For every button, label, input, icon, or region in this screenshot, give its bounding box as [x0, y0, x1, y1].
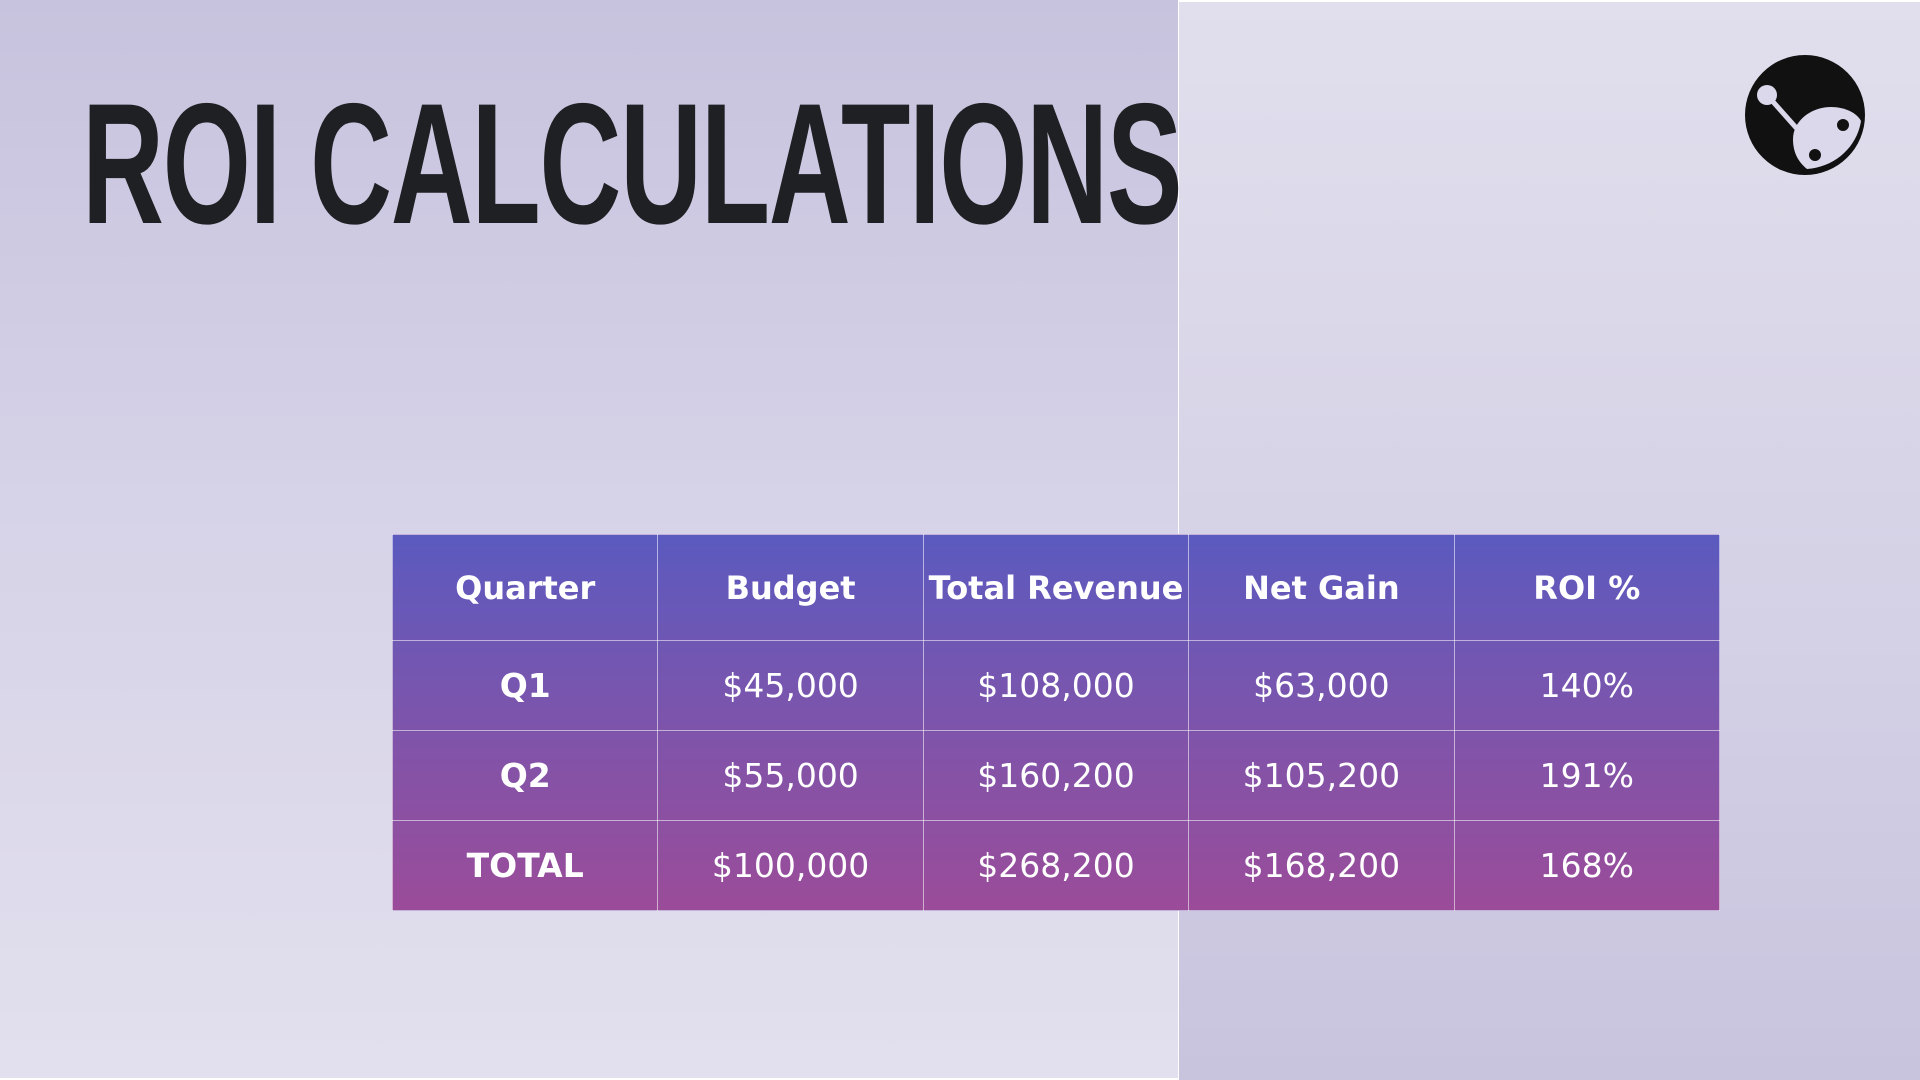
column-header-net-gain: Net Gain [1188, 534, 1455, 641]
table-total-row: TOTAL $100,000 $268,200 $168,200 168% [391, 820, 1721, 911]
cell-total-revenue: $108,000 [922, 640, 1190, 731]
cell-budget: $55,000 [657, 730, 924, 821]
cell-roi-percent: 168% [1453, 820, 1721, 911]
cell-total-revenue: $268,200 [922, 820, 1190, 911]
rover-logo-icon [1745, 55, 1865, 175]
cell-net-gain: $63,000 [1188, 640, 1455, 731]
cell-quarter: Q2 [391, 730, 659, 821]
column-header-quarter: Quarter [391, 534, 659, 641]
cell-budget: $100,000 [657, 820, 924, 911]
page-title: ROI CALCULATIONS [82, 68, 1183, 260]
cell-roi-percent: 140% [1453, 640, 1721, 731]
table-row: Q2 $55,000 $160,200 $105,200 191% [391, 730, 1721, 821]
column-header-roi-percent: ROI % [1453, 534, 1721, 641]
cell-total-revenue: $160,200 [922, 730, 1190, 821]
cell-quarter: Q1 [391, 640, 659, 731]
table-header-row: Quarter Budget Total Revenue Net Gain RO… [391, 534, 1721, 641]
cell-net-gain: $105,200 [1188, 730, 1455, 821]
cell-roi-percent: 191% [1453, 730, 1721, 821]
table-row: Q1 $45,000 $108,000 $63,000 140% [391, 640, 1721, 731]
roi-table: Quarter Budget Total Revenue Net Gain RO… [391, 534, 1721, 911]
column-header-total-revenue: Total Revenue [922, 534, 1190, 641]
cell-net-gain: $168,200 [1188, 820, 1455, 911]
cell-quarter: TOTAL [391, 820, 659, 911]
cell-budget: $45,000 [657, 640, 924, 731]
column-header-budget: Budget [657, 534, 924, 641]
